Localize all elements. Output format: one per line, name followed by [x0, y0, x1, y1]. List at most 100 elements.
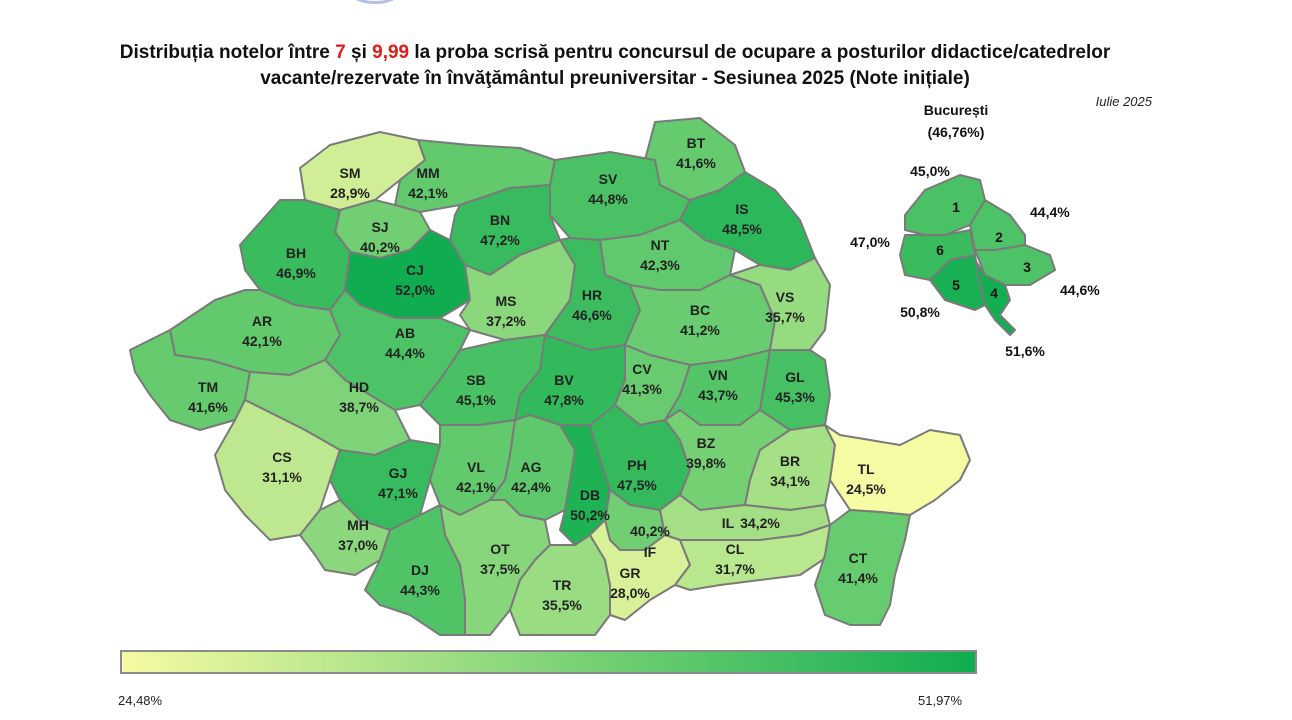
county-value-bz: 39,8% — [686, 455, 726, 471]
county-value-sv: 44,8% — [588, 191, 628, 207]
legend-max-label: 51,97% — [918, 693, 963, 708]
county-code-vn: VN — [708, 367, 727, 383]
county-code-tm: TM — [198, 379, 218, 395]
county-value-db: 50,2% — [570, 507, 610, 523]
county-code-sv: SV — [599, 171, 618, 187]
county-value-tm: 41,6% — [188, 399, 228, 415]
sector-number-2: 2 — [995, 229, 1003, 245]
legend-color-bar — [120, 650, 977, 674]
county-code-il: IL — [722, 515, 735, 531]
county-code-gj: GJ — [389, 465, 408, 481]
county-code-mm: MM — [416, 165, 439, 181]
county-value-dj: 44,3% — [400, 582, 440, 598]
county-code-ab: AB — [395, 325, 415, 341]
title-text-and: și — [351, 42, 367, 63]
county-value-ar: 42,1% — [242, 333, 282, 349]
county-code-vl: VL — [467, 459, 485, 475]
county-code-ms: MS — [496, 293, 517, 309]
county-cl — [674, 524, 831, 591]
county-value-vn: 43,7% — [698, 387, 738, 403]
county-code-nt: NT — [651, 237, 670, 253]
county-value-is: 48,5% — [722, 221, 762, 237]
county-shapes — [129, 117, 971, 636]
county-code-sm: SM — [340, 165, 361, 181]
county-dj — [364, 504, 466, 636]
county-code-tl: TL — [857, 461, 875, 477]
county-value-mh: 37,0% — [338, 537, 378, 553]
county-code-cj: CJ — [406, 262, 424, 278]
sector-number-5: 5 — [952, 277, 960, 293]
county-vs — [729, 257, 831, 351]
county-code-ag: AG — [521, 459, 542, 475]
bucharest-sectors — [899, 174, 1056, 336]
sector-value-5: 50,8% — [900, 304, 940, 320]
sector-3 — [974, 244, 1056, 286]
county-value-mm: 42,1% — [408, 185, 448, 201]
date-label: Iulie 2025 — [1095, 94, 1152, 109]
map-title: Distribuția notelor între 7 și 9,99 la p… — [40, 40, 1190, 92]
county-code-bn: BN — [490, 212, 510, 228]
county-code-bh: BH — [286, 245, 306, 261]
county-value-cj: 52,0% — [395, 282, 435, 298]
title-value-max: 9,99 — [372, 42, 410, 63]
county-code-gl: GL — [785, 369, 805, 385]
county-value-ct: 41,4% — [838, 570, 878, 586]
title-line-2: vacante/rezervate în învăţământul preuni… — [260, 68, 970, 89]
sector-number-1: 1 — [952, 199, 960, 215]
sector-value-4: 51,6% — [1005, 343, 1045, 359]
county-value-sb: 45,1% — [456, 392, 496, 408]
bucharest-labels: 1 45,0% 2 44,4% 3 44,6% 4 51,6% 5 50,8% 6 47,0% — [850, 163, 1100, 359]
sector-value-6: 47,0% — [850, 234, 890, 250]
county-code-bz: BZ — [697, 435, 716, 451]
county-ct — [814, 509, 911, 626]
county-value-bn: 47,2% — [480, 232, 520, 248]
county-value-ph: 47,5% — [617, 477, 657, 493]
county-code-br: BR — [780, 453, 800, 469]
county-code-bc: BC — [690, 302, 710, 318]
county-value-nt: 42,3% — [640, 257, 680, 273]
title-line-1: Distribuția notelor între 7 și 9,99 la p… — [40, 40, 1190, 66]
county-value-bt: 41,6% — [676, 155, 716, 171]
county-code-bt: BT — [687, 135, 706, 151]
county-value-hr: 46,6% — [572, 307, 612, 323]
sector-number-3: 3 — [1023, 259, 1031, 275]
county-value-cs: 31,1% — [262, 469, 302, 485]
sector-number-4: 4 — [990, 285, 998, 301]
county-code-ar: AR — [252, 313, 272, 329]
county-value-hd: 38,7% — [339, 399, 379, 415]
title-text-2: la proba scrisă pentru concursul de ocup… — [414, 42, 1111, 63]
county-code-vs: VS — [776, 289, 795, 305]
county-code-hd: HD — [349, 379, 369, 395]
bucharest-total: (46,76%) — [928, 124, 985, 140]
county-code-cs: CS — [272, 449, 291, 465]
sector-value-2: 44,4% — [1030, 204, 1070, 220]
county-code-is: IS — [735, 201, 748, 217]
county-code-ct: CT — [849, 550, 868, 566]
county-value-ag: 42,4% — [511, 479, 551, 495]
county-value-if: 40,2% — [630, 523, 670, 539]
county-code-sb: SB — [466, 372, 485, 388]
county-labels: SM 28,9% MM 42,1% BT 41,6% SV 44,8% SJ 40,2% BN 47,… — [188, 135, 886, 613]
county-value-tl: 24,5% — [846, 481, 886, 497]
county-value-bh: 46,9% — [276, 265, 316, 281]
county-value-il: 34,2% — [740, 515, 780, 531]
county-value-sj: 40,2% — [360, 239, 400, 255]
county-value-ms: 37,2% — [486, 313, 526, 329]
county-code-gr: GR — [620, 565, 641, 581]
county-value-br: 34,1% — [770, 473, 810, 489]
title-value-min: 7 — [335, 42, 346, 63]
county-tl — [824, 424, 971, 516]
sector-6 — [899, 229, 976, 281]
county-code-tr: TR — [553, 577, 572, 593]
county-code-ot: OT — [490, 541, 510, 557]
county-code-mh: MH — [347, 517, 369, 533]
sector-value-1: 45,0% — [910, 163, 950, 179]
county-value-bc: 41,2% — [680, 322, 720, 338]
county-value-bv: 47,8% — [544, 392, 584, 408]
county-code-hr: HR — [582, 287, 602, 303]
county-value-vs: 35,7% — [765, 309, 805, 325]
county-code-dj: DJ — [411, 562, 429, 578]
county-code-sj: SJ — [371, 219, 388, 235]
legend-min-label: 24,48% — [118, 693, 163, 708]
county-code-db: DB — [580, 487, 600, 503]
